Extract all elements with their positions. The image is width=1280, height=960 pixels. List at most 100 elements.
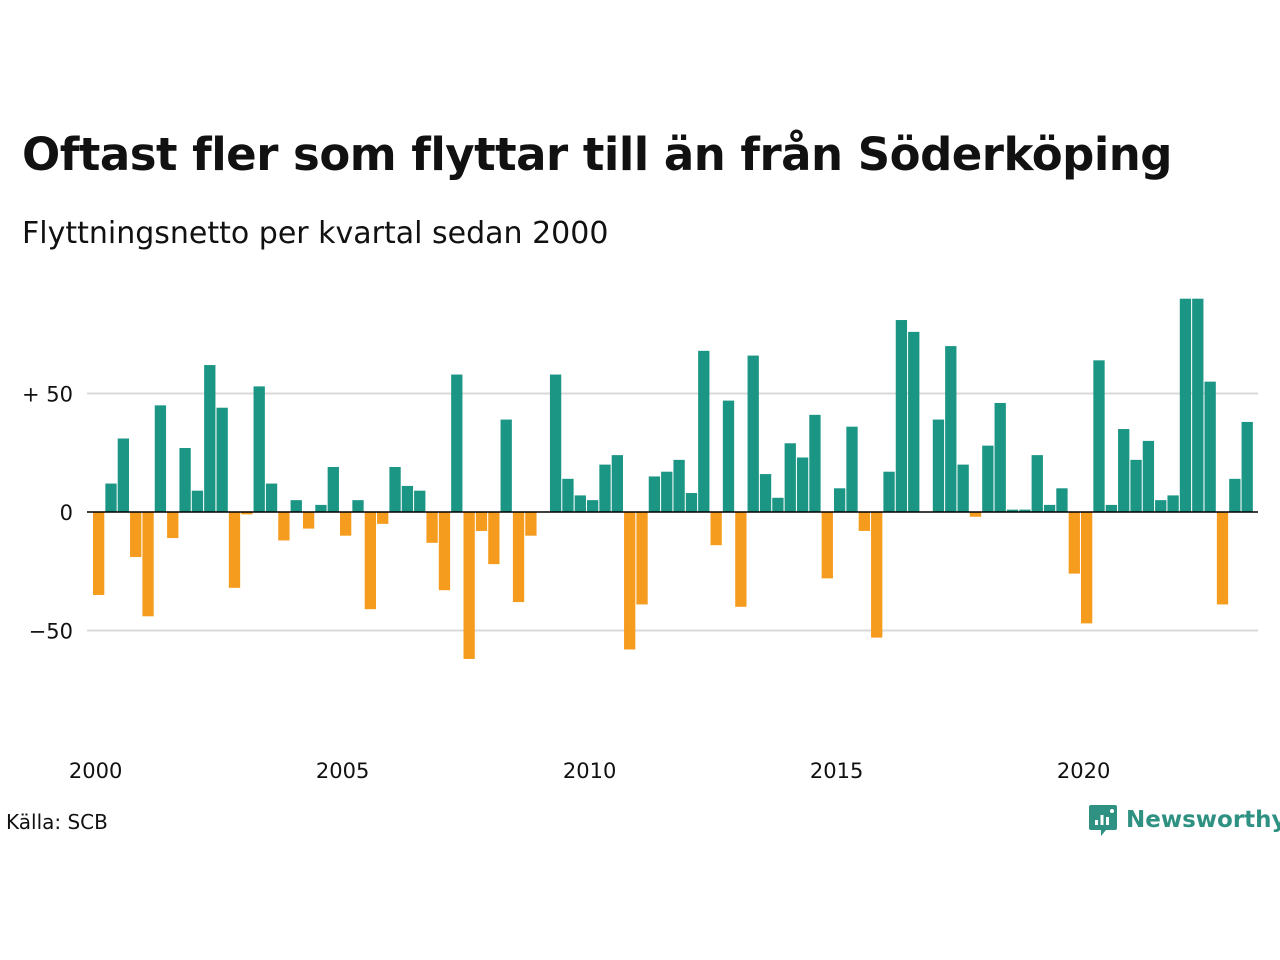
bar — [994, 402, 1006, 512]
bar — [525, 512, 537, 536]
bar — [834, 488, 846, 512]
bar — [784, 443, 796, 512]
bar — [846, 426, 858, 512]
bar — [302, 512, 315, 529]
bar — [253, 386, 265, 512]
grid-lines — [87, 392, 1258, 632]
bar — [932, 419, 945, 512]
bar — [1118, 429, 1130, 512]
bar — [735, 512, 747, 607]
x-tick-label: 2000 — [69, 759, 122, 783]
y-tick-label: + 50 — [22, 383, 73, 407]
bar — [1204, 381, 1216, 512]
bar — [574, 495, 586, 512]
bar — [327, 466, 339, 512]
bar — [105, 483, 117, 512]
bar — [759, 474, 772, 512]
x-tick-label: 2005 — [316, 759, 369, 783]
bar — [587, 500, 599, 512]
bar — [414, 490, 426, 512]
source-note: Källa: SCB — [6, 810, 108, 834]
bar — [1031, 455, 1043, 512]
bar — [377, 512, 389, 524]
x-tick-label: 2020 — [1057, 759, 1110, 783]
brand-logo[interactable]: Newsworthy — [1088, 803, 1280, 837]
bar — [1142, 440, 1155, 512]
bar — [1006, 509, 1019, 512]
bar — [821, 512, 833, 579]
bar — [661, 471, 673, 512]
brand-name: Newsworthy — [1126, 807, 1280, 833]
x-tick-label: 2015 — [810, 759, 863, 783]
bar — [648, 476, 661, 512]
bar — [611, 455, 623, 512]
y-axis-ticks: + 50 0 −50 — [22, 383, 73, 644]
bar — [722, 400, 735, 512]
bar — [1179, 298, 1192, 512]
bar — [93, 512, 105, 595]
bar — [957, 464, 969, 512]
bar — [191, 490, 204, 512]
bar — [1068, 512, 1080, 574]
x-axis-ticks: 2000 2005 2010 2015 2020 — [69, 759, 1110, 783]
bar — [698, 350, 710, 512]
bar — [685, 493, 698, 512]
bar — [290, 500, 302, 512]
bar — [216, 407, 228, 512]
bar — [1192, 298, 1204, 512]
bar — [1155, 500, 1167, 512]
bar — [895, 320, 908, 512]
bar — [488, 512, 500, 565]
bar — [1081, 512, 1093, 624]
bar — [364, 512, 376, 610]
bar — [389, 466, 401, 512]
bar — [710, 512, 722, 546]
bar — [747, 355, 759, 512]
bar — [278, 512, 290, 541]
bar — [673, 459, 685, 512]
chart-title: Oftast fler som flyttar till än från Söd… — [22, 128, 1173, 181]
bar — [796, 457, 809, 512]
bar — [130, 512, 142, 558]
bar — [1130, 459, 1142, 512]
bar — [772, 497, 784, 512]
bar — [1043, 504, 1056, 512]
bar — [500, 419, 512, 512]
bar — [451, 374, 463, 512]
bar — [241, 512, 253, 515]
bar — [1105, 504, 1117, 512]
newsworthy-logo-icon — [1089, 805, 1117, 836]
bar — [117, 438, 129, 512]
bar — [340, 512, 352, 536]
bar — [401, 485, 414, 512]
bar — [871, 512, 883, 638]
bar — [599, 464, 611, 512]
bar — [352, 500, 364, 512]
bar — [142, 512, 154, 617]
bar — [426, 512, 438, 543]
bar — [809, 414, 821, 512]
bar — [512, 512, 525, 603]
bar — [204, 365, 216, 512]
bar — [228, 512, 241, 588]
bar — [549, 374, 562, 512]
y-tick-label: 0 — [60, 501, 73, 525]
bar — [438, 512, 451, 591]
bar — [1056, 488, 1068, 512]
bar — [562, 478, 574, 512]
bar — [315, 504, 327, 512]
bar — [1216, 512, 1229, 605]
bar — [265, 483, 278, 512]
bar — [1241, 421, 1253, 512]
bar — [167, 512, 179, 539]
bar — [969, 512, 982, 517]
bar — [1093, 360, 1105, 512]
bar — [179, 448, 191, 512]
y-tick-label: −50 — [29, 620, 73, 644]
bar — [154, 405, 167, 512]
x-tick-label: 2010 — [563, 759, 616, 783]
bar — [475, 512, 488, 531]
bar — [858, 512, 870, 531]
bar — [636, 512, 648, 605]
